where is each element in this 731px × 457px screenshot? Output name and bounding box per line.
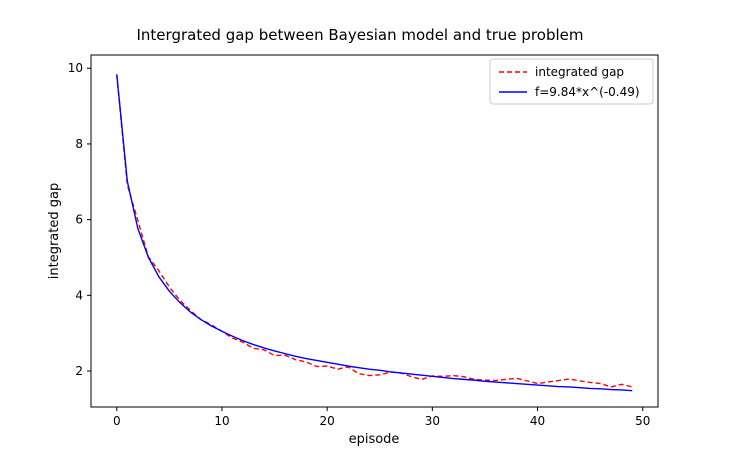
legend-label-fit-curve: f=9.84*x^(-0.49) <box>535 85 640 99</box>
x-ticks: 0 10 20 30 40 50 <box>113 407 650 428</box>
x-tick-label: 30 <box>425 414 440 428</box>
y-tick-label: 4 <box>75 288 83 302</box>
y-ticks: 2 4 6 8 10 <box>68 61 91 378</box>
x-tick-label: 40 <box>530 414 545 428</box>
x-axis-label: episode <box>349 432 400 447</box>
y-tick-label: 6 <box>75 213 83 227</box>
x-tick-label: 50 <box>635 414 650 428</box>
x-tick-label: 10 <box>214 414 229 428</box>
chart-title: Intergrated gap between Bayesian model a… <box>137 26 584 44</box>
series-line-fit-curve <box>116 74 633 392</box>
plot-area <box>116 74 633 392</box>
legend: integrated gap f=9.84*x^(-0.49) <box>489 58 654 105</box>
plot-frame <box>90 54 659 408</box>
y-tick-label: 8 <box>75 137 83 151</box>
legend-label-integrated-gap: integrated gap <box>535 65 624 79</box>
y-tick-label: 2 <box>75 364 83 378</box>
legend-box <box>489 58 654 105</box>
y-axis-label: integrated gap <box>47 183 62 279</box>
series-line-integrated-gap <box>116 74 633 388</box>
x-tick-label: 20 <box>320 414 335 428</box>
y-tick-label: 10 <box>68 61 83 75</box>
x-tick-label: 0 <box>113 414 121 428</box>
